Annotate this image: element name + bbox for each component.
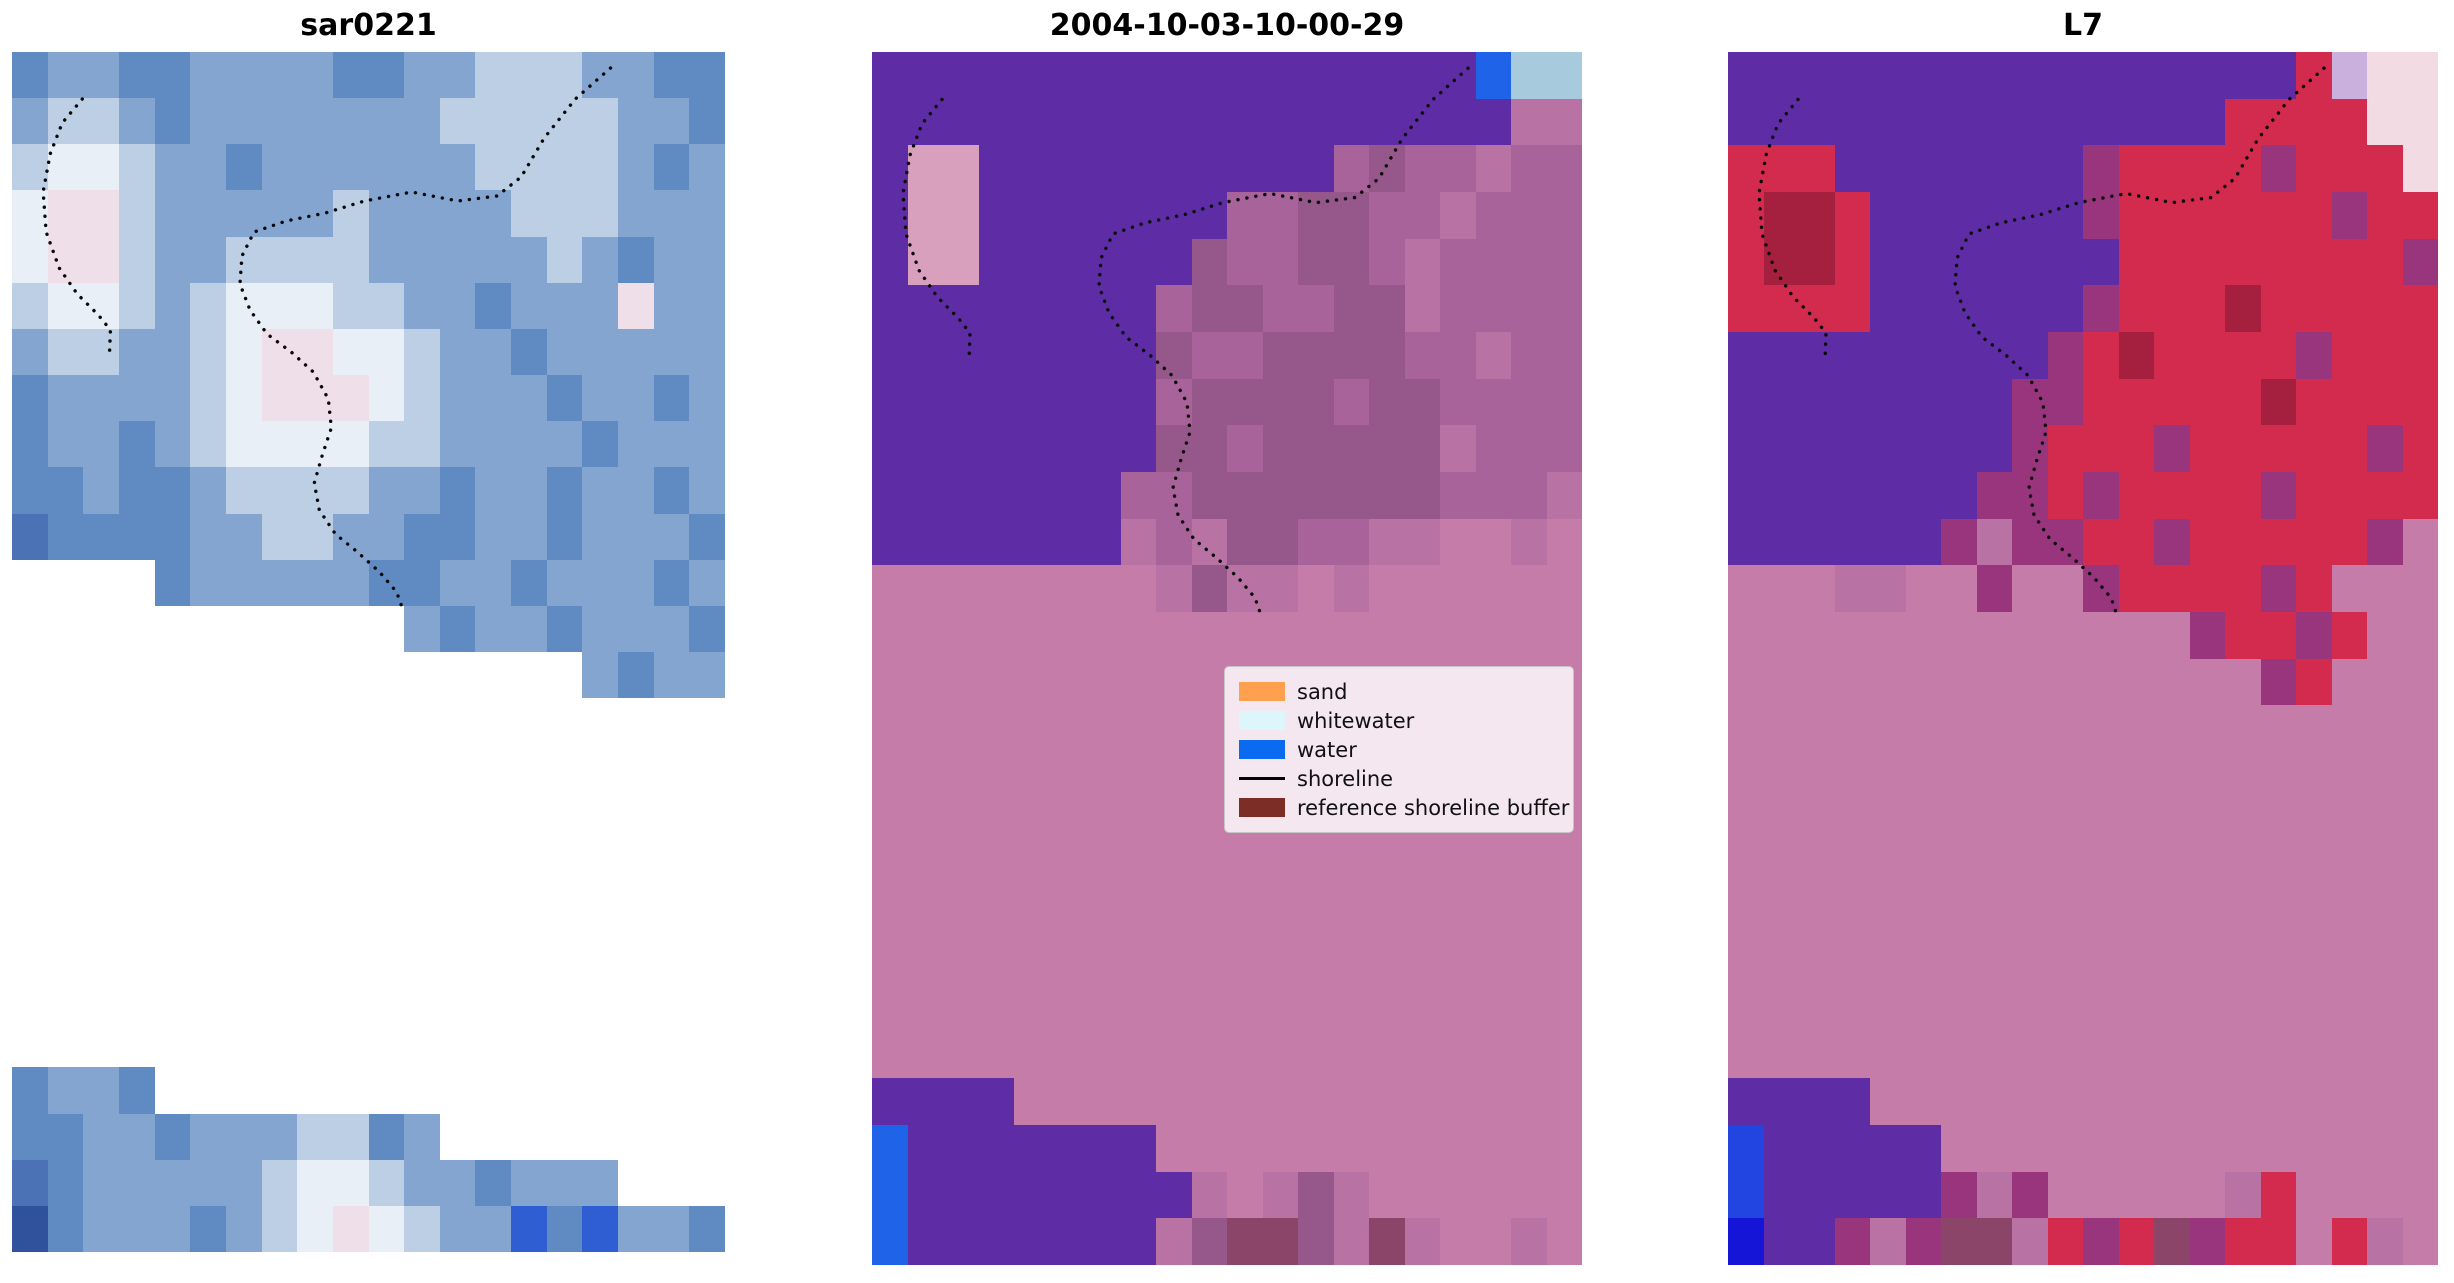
legend-swatch-reference-shoreline-buffer xyxy=(1239,798,1285,817)
panel-l7 xyxy=(1728,52,2438,1265)
legend-row: shoreline xyxy=(1239,764,1559,793)
legend: sand whitewater water shoreline reference sh… xyxy=(1224,666,1574,833)
panel-title-classification: 2004-10-03-10-00-29 xyxy=(1049,8,1405,43)
legend-label: water xyxy=(1297,737,1357,762)
legend-label: whitewater xyxy=(1297,708,1415,733)
legend-swatch-shoreline xyxy=(1239,777,1285,780)
legend-row: water xyxy=(1239,735,1559,764)
satellite-image xyxy=(12,52,725,1252)
legend-swatch-sand xyxy=(1239,682,1285,701)
legend-label: sand xyxy=(1297,679,1348,704)
panel-title-l7: L7 xyxy=(2063,8,2103,43)
satellite-image xyxy=(1728,52,2438,1265)
panel-classification: sand whitewater water shoreline reference sh… xyxy=(872,52,1582,1265)
legend-row: whitewater xyxy=(1239,706,1559,735)
panel-title-sar0221: sar0221 xyxy=(300,8,437,43)
legend-entries: sand whitewater water shoreline reference sh… xyxy=(1239,677,1569,822)
legend-swatch-water xyxy=(1239,740,1285,759)
legend-swatch-whitewater xyxy=(1239,711,1285,730)
legend-row: sand xyxy=(1239,677,1559,706)
panel-sar0221 xyxy=(12,52,725,1252)
legend-row: reference shoreline buffer xyxy=(1239,793,1569,822)
legend-label: shoreline xyxy=(1297,766,1394,791)
classification-image xyxy=(872,52,1582,1265)
legend-label: reference shoreline buffer xyxy=(1297,795,1570,820)
